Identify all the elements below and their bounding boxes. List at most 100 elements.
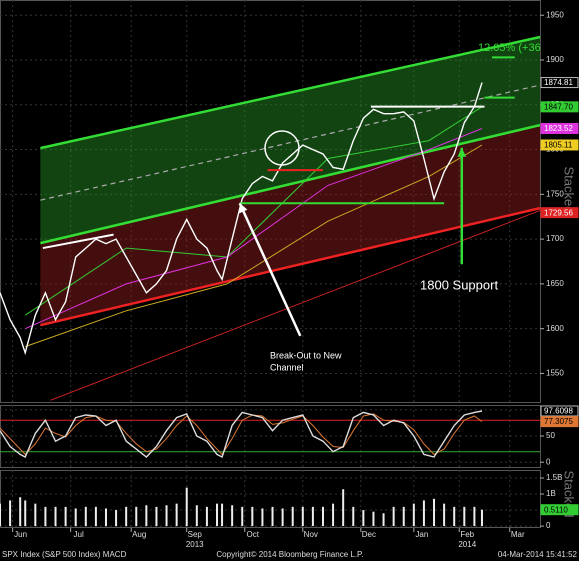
price-tag-label: 1847.70 [544,102,573,111]
plots: 155016001650170017501800185019001950Stac… [0,0,579,549]
price-tag-label: 1729.56 [544,208,573,217]
volume-bar [480,509,483,527]
volume-bar [362,510,365,527]
y-tick-label: 1600 [546,324,564,333]
volume-bar [54,506,57,527]
y-tick-label: 1B [546,489,556,498]
panel-frame [0,405,541,468]
series-line [0,82,483,356]
volume-bar [473,506,476,527]
annotation-line [238,202,302,337]
x-tick-label: Dec [362,530,376,539]
volume-bar [9,500,12,527]
volume-bar [44,506,47,527]
channel-fill [40,125,540,326]
volume-bar [84,506,87,527]
x-tick-label: Jul [74,530,84,539]
volume-bar [19,497,22,527]
y-tick-label: 0 [546,457,551,466]
price-tag-label: 77.3075 [544,417,573,426]
year-label: 2013 [186,540,204,549]
volume-bar [74,508,77,527]
volume-bar [175,503,178,527]
y-tick-label: 1650 [546,279,564,288]
volume-bar [34,503,37,527]
year-label: 2014 [458,540,476,549]
annotation-text: Channel [270,362,304,372]
volume-bar [321,506,324,527]
volume-bar [433,498,436,527]
volume-bar [453,506,456,527]
volume-bar [205,506,208,527]
volume-bar [125,506,128,527]
y-tick-label: 50 [546,431,555,440]
volume-bar [422,500,425,527]
volume-bar [352,506,355,527]
volume-bar [0,503,1,527]
side-label: Stacked [562,167,577,214]
y-tick-label: 1700 [546,234,564,243]
volume-bar [165,505,168,527]
annotation-text: 12.05% (+36 [478,42,541,54]
series-line [24,128,483,330]
arrow-head [457,147,467,157]
volume-bar [281,508,284,527]
series-line [25,144,483,348]
y-tick-label: 1950 [546,10,564,19]
price-tag-label: 1874.81 [544,78,573,87]
volume-bar [64,506,67,527]
volume-bar [392,506,395,527]
x-tick-label: Feb [460,530,474,539]
volume-bar [135,506,138,527]
volume-bar [216,503,219,527]
volume-bar [115,510,118,527]
price-tag [540,207,579,219]
price-tag [540,101,579,113]
arrow-head [239,203,248,214]
price-tag-label: 0.5110 [544,505,568,514]
highlight-circle [264,130,300,166]
x-tick-label: Jan [415,530,428,539]
volume-bar [291,506,294,527]
y-tick-label: 0 [546,521,551,530]
price-tag [540,405,579,417]
volume-bar [155,506,158,527]
x-tick-label: Aug [132,530,146,539]
volume-bar [271,506,274,527]
footer-center: Copyright© 2014 Bloomberg Finance L.P. [216,550,363,559]
volume-bar [104,508,107,527]
y-tick-label: 1550 [546,369,564,378]
price-tag [540,416,579,428]
volume-bar [221,503,224,527]
x-tick-label: Mar [511,530,525,539]
series-line [0,410,483,458]
y-tick-label: 1.5B [546,473,562,482]
volume-bar [463,506,466,527]
volume-bar [195,505,198,527]
volume-bar [372,511,375,527]
panel-frame [0,0,541,403]
price-tag [540,77,579,89]
volume-bar [443,503,446,527]
volume-bar [185,487,188,527]
volume-bar [24,500,27,527]
price-tag-label: 1805.11 [544,141,573,150]
panel-frame [0,470,541,528]
volume-bar [261,508,264,527]
x-tick-label: Jun [14,530,27,539]
price-tag [540,139,579,151]
volume-bar [231,505,234,527]
channel-line [40,84,541,201]
volume-bar [342,489,345,527]
volume-bar [301,506,304,527]
annotation-text: Break-Out to New [270,350,342,360]
y-tick-label: 1900 [546,55,564,64]
annotation-text: 1800 Support [420,277,498,292]
footer-right: 04-Mar-2014 15:41:52 [498,550,578,559]
footer-left: SPX Index (S&P 500 Index) MACD [2,550,127,559]
volume-bar [402,506,405,527]
x-tick-label: Sep [188,530,203,539]
volume-bar [332,503,335,527]
